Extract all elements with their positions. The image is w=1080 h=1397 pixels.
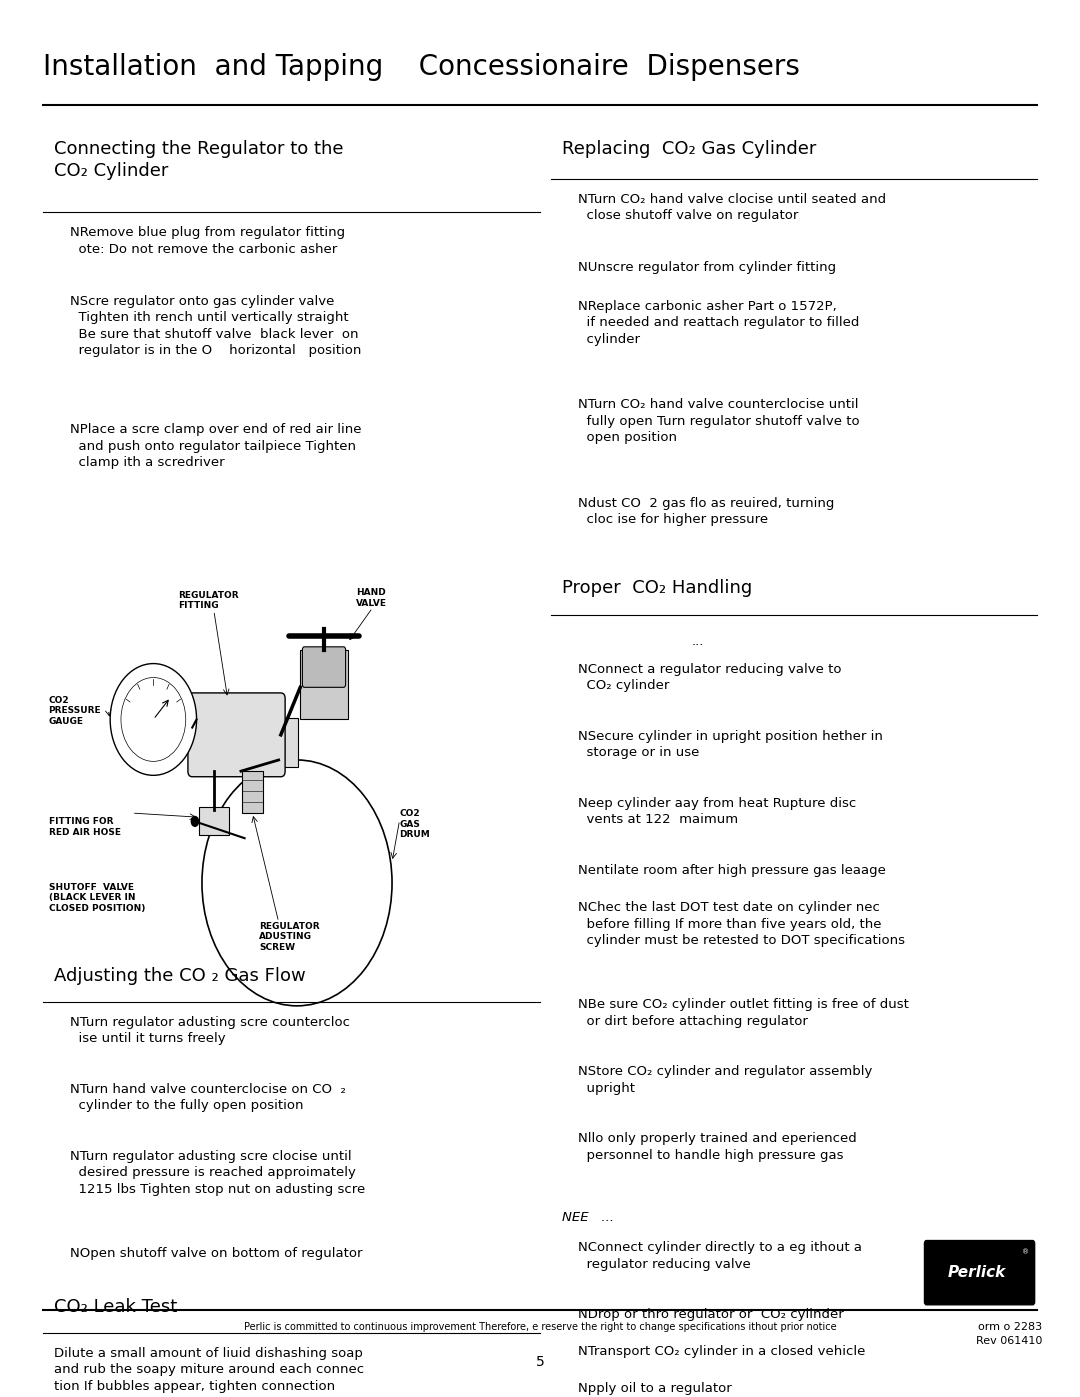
Text: NBe sure CO₂ cylinder outlet fitting is free of dust
  or dirt before attaching : NBe sure CO₂ cylinder outlet fitting is …: [578, 999, 908, 1028]
Text: SHUTOFF  VALVE
(BLACK LEVER IN
CLOSED POSITION): SHUTOFF VALVE (BLACK LEVER IN CLOSED POS…: [49, 883, 145, 912]
Text: Ndust CO  2 gas flo as reuired, turning
  cloc ise for higher pressure: Ndust CO 2 gas flo as reuired, turning c…: [578, 497, 834, 527]
Bar: [199, 807, 229, 835]
Text: REGULATOR
FITTING: REGULATOR FITTING: [178, 591, 239, 610]
Text: orm o 2283
Rev 061410: orm o 2283 Rev 061410: [976, 1322, 1042, 1345]
Text: NRemove blue plug from regulator fitting
  ote: Do not remove the carbonic asher: NRemove blue plug from regulator fitting…: [70, 226, 346, 256]
Text: NEE   ...: NEE ...: [562, 1211, 613, 1224]
Text: Adjusting the CO ₂ Gas Flow: Adjusting the CO ₂ Gas Flow: [54, 967, 306, 985]
Text: 5: 5: [536, 1355, 544, 1369]
Text: Nllo only properly trained and eperienced
  personnel to handle high pressure ga: Nllo only properly trained and eperience…: [578, 1133, 856, 1162]
Text: NTurn hand valve counterclocise on CO  ₂
  cylinder to the fully open position: NTurn hand valve counterclocise on CO ₂ …: [70, 1083, 346, 1112]
Text: Perlick: Perlick: [947, 1266, 1005, 1280]
Text: REGULATOR
ADUSTING
SCREW: REGULATOR ADUSTING SCREW: [259, 922, 320, 951]
Text: CO2
PRESSURE
GAUGE: CO2 PRESSURE GAUGE: [49, 696, 102, 725]
Text: NTransport CO₂ cylinder in a closed vehicle: NTransport CO₂ cylinder in a closed vehi…: [578, 1345, 865, 1358]
Text: NTurn regulator adusting scre countercloc
  ise until it turns freely: NTurn regulator adusting scre counterclo…: [70, 1016, 350, 1045]
Text: FITTING FOR
RED AIR HOSE: FITTING FOR RED AIR HOSE: [49, 817, 121, 837]
Text: NUnscre regulator from cylinder fitting: NUnscre regulator from cylinder fitting: [578, 261, 836, 274]
Text: Nentilate room after high pressure gas leaage: Nentilate room after high pressure gas l…: [578, 865, 886, 877]
Text: CO2
GAS
DRUM: CO2 GAS DRUM: [400, 809, 430, 840]
Text: CO₂ Leak Test: CO₂ Leak Test: [54, 1298, 177, 1316]
Text: NTurn CO₂ hand valve counterclocise until
  fully open Turn regulator shutoff va: NTurn CO₂ hand valve counterclocise unti…: [578, 398, 860, 444]
Text: ®: ®: [1022, 1249, 1029, 1255]
FancyBboxPatch shape: [924, 1241, 1035, 1305]
Text: Dilute a small amount of liuid dishashing soap
and rub the soapy miture around e: Dilute a small amount of liuid dishashin…: [54, 1347, 364, 1393]
Bar: [242, 771, 264, 813]
Text: NStore CO₂ cylinder and regulator assembly
  upright: NStore CO₂ cylinder and regulator assemb…: [578, 1066, 873, 1095]
Text: Connecting the Regulator to the
CO₂ Cylinder: Connecting the Regulator to the CO₂ Cyli…: [54, 140, 343, 180]
Text: NScre regulator onto gas cylinder valve
  Tighten ith rench until vertically str: NScre regulator onto gas cylinder valve …: [70, 295, 362, 358]
Text: Replacing  CO₂ Gas Cylinder: Replacing CO₂ Gas Cylinder: [562, 140, 816, 158]
Text: NReplace carbonic asher Part o 1572P,
  if needed and reattach regulator to fill: NReplace carbonic asher Part o 1572P, if…: [578, 300, 860, 345]
Text: NTurn CO₂ hand valve clocise until seated and
  close shutoff valve on regulator: NTurn CO₂ hand valve clocise until seate…: [578, 193, 886, 222]
Text: NConnect cylinder directly to a eg ithout a
  regulator reducing valve: NConnect cylinder directly to a eg ithou…: [578, 1242, 862, 1271]
Text: NTurn regulator adusting scre clocise until
  desired pressure is reached approi: NTurn regulator adusting scre clocise un…: [70, 1150, 365, 1196]
Bar: [300, 650, 348, 719]
Text: NSecure cylinder in upright position hether in
  storage or in use: NSecure cylinder in upright position het…: [578, 731, 882, 760]
Circle shape: [191, 816, 199, 827]
Text: NChec the last DOT test date on cylinder nec
  before filling If more than five : NChec the last DOT test date on cylinder…: [578, 901, 905, 947]
Text: Npply oil to a regulator: Npply oil to a regulator: [578, 1383, 731, 1396]
Text: Installation  and Tapping    Concessionaire  Dispensers: Installation and Tapping Concessionaire …: [43, 53, 800, 81]
Text: HAND
VALVE: HAND VALVE: [356, 588, 388, 608]
Text: ...: ...: [691, 636, 703, 648]
Text: NPlace a scre clamp over end of red air line
  and push onto regulator tailpiece: NPlace a scre clamp over end of red air …: [70, 423, 362, 469]
Text: NConnect a regulator reducing valve to
  CO₂ cylinder: NConnect a regulator reducing valve to C…: [578, 664, 841, 693]
Text: NDrop or thro regulator or  CO₂ cylinder: NDrop or thro regulator or CO₂ cylinder: [578, 1309, 843, 1322]
Text: Perlic is committed to continuous improvement Therefore, e reserve the right to : Perlic is committed to continuous improv…: [244, 1322, 836, 1331]
Text: Neep cylinder aay from heat Rupture disc
  vents at 122  maimum: Neep cylinder aay from heat Rupture disc…: [578, 798, 856, 827]
Bar: [259, 718, 298, 767]
FancyBboxPatch shape: [302, 647, 346, 687]
Text: NOpen shutoff valve on bottom of regulator: NOpen shutoff valve on bottom of regulat…: [70, 1248, 363, 1260]
Text: Proper  CO₂ Handling: Proper CO₂ Handling: [562, 580, 752, 597]
Circle shape: [110, 664, 197, 775]
FancyBboxPatch shape: [188, 693, 285, 777]
